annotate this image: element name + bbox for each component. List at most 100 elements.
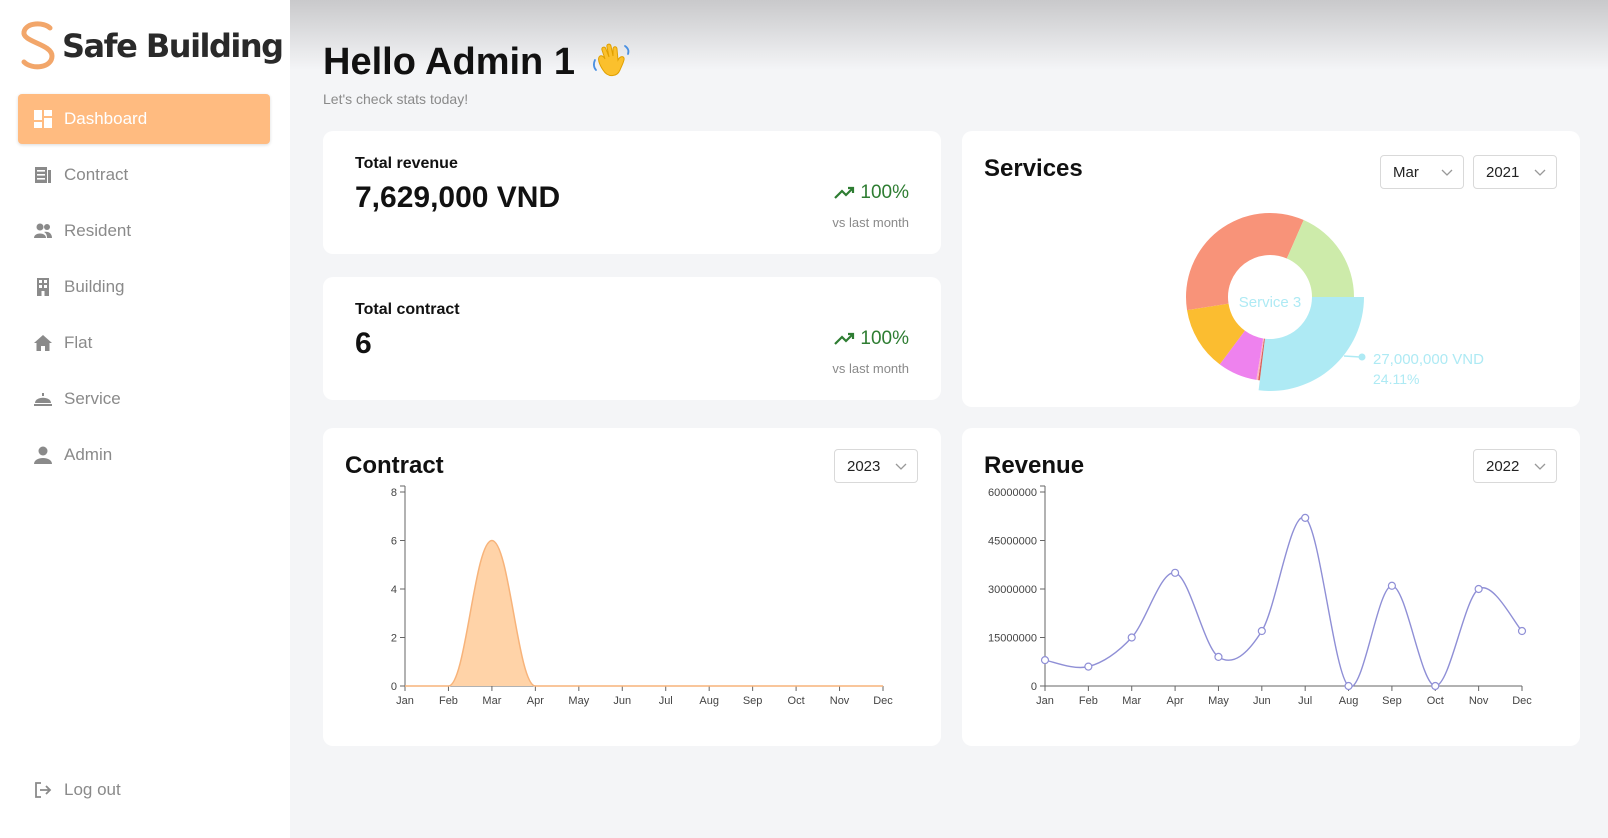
total-revenue-label: Total revenue	[355, 155, 458, 172]
revenue-point-jun[interactable]	[1257, 626, 1266, 636]
total-contract-trend-sub: vs last month	[832, 361, 909, 376]
x-tick-label: Jul	[659, 695, 673, 707]
contract-point-dec[interactable]	[881, 684, 885, 688]
logo-mark-icon	[21, 21, 55, 70]
revenue-chart-title: Revenue	[984, 452, 1085, 479]
chevron-down-icon	[1534, 463, 1546, 470]
sidebar-item-label: Contract	[64, 165, 129, 184]
contract-icon	[35, 167, 51, 183]
x-tick-label: Aug	[699, 695, 719, 707]
revenue-point-jan[interactable]	[1040, 656, 1050, 665]
sidebar-item-dashboard[interactable]: Dashboard	[18, 94, 270, 144]
revenue-point-may[interactable]	[1214, 652, 1223, 661]
sidebar-nav: Dashboard Contract Resident Building Fla…	[18, 94, 270, 486]
revenue-point-dec[interactable]	[1517, 626, 1527, 636]
services-year-select[interactable]: 2021	[1473, 155, 1557, 189]
sidebar-item-label: Admin	[64, 445, 113, 464]
revenue-point-feb[interactable]	[1084, 662, 1093, 671]
x-tick-label: May	[1208, 695, 1229, 707]
contract-point-jul[interactable]	[664, 684, 668, 688]
contract-point-nov[interactable]	[838, 684, 842, 688]
x-tick-label: Nov	[1469, 695, 1489, 707]
pie-tooltip-value: 27,000,000 VND	[1373, 351, 1484, 368]
services-month-select[interactable]: Mar	[1380, 155, 1464, 189]
logout-label: Log out	[64, 780, 121, 799]
pie-slice-service-4[interactable]	[1258, 338, 1265, 381]
total-contract-trend: 100%	[834, 328, 909, 350]
contract-point-mar[interactable]	[490, 539, 494, 543]
y-tick-label: 45000000	[988, 536, 1037, 548]
revenue-point-oct[interactable]	[1431, 681, 1440, 691]
y-tick-label: 0	[1031, 681, 1037, 693]
pie-slice-service-3[interactable]	[1258, 297, 1364, 391]
sidebar-item-building[interactable]: Building	[18, 262, 270, 312]
contract-point-jan[interactable]	[403, 684, 407, 688]
x-tick-label: Dec	[873, 695, 893, 707]
x-tick-label: Sep	[743, 695, 763, 707]
resident-icon	[34, 223, 52, 238]
x-tick-label: Jul	[1298, 695, 1312, 707]
revenue-year-select[interactable]: 2022	[1473, 449, 1557, 483]
sidebar-item-contract[interactable]: Contract	[18, 150, 270, 200]
y-tick-label: 30000000	[988, 584, 1037, 596]
x-tick-label: Jun	[613, 695, 631, 707]
sidebar: Safe Building Dashboard Contract Residen…	[0, 0, 290, 838]
chevron-down-icon	[1534, 169, 1546, 176]
services-title: Services	[984, 155, 1083, 182]
revenue-point-apr[interactable]	[1170, 568, 1180, 577]
contract-year-select[interactable]: 2023	[834, 449, 918, 483]
page-title: Hello Admin 1	[323, 40, 575, 83]
brand-logo[interactable]: Safe Building	[18, 20, 284, 72]
logout-button[interactable]: Log out	[34, 780, 121, 800]
revenue-year-value: 2022	[1486, 457, 1520, 475]
revenue-point-aug[interactable]	[1344, 681, 1353, 691]
contract-line	[404, 539, 883, 687]
revenue-point-jul[interactable]	[1301, 513, 1310, 522]
x-tick-label: Mar	[1122, 695, 1141, 707]
sidebar-item-admin[interactable]: Admin	[18, 430, 270, 480]
revenue-point-mar[interactable]	[1127, 633, 1136, 642]
total-contract-value: 6	[355, 327, 372, 360]
contract-point-jun[interactable]	[620, 684, 624, 688]
total-contract-card: Total contract 6 100% vs last month	[323, 277, 941, 400]
pie-slice-service-1[interactable]	[1186, 213, 1304, 311]
page-subtitle: Let's check stats today!	[323, 91, 469, 107]
pie-center-label: Service 3	[1239, 294, 1302, 311]
waving-hand-icon	[592, 43, 630, 77]
total-contract-label: Total contract	[355, 301, 460, 318]
sidebar-item-service[interactable]: Service	[18, 374, 270, 424]
sidebar-item-resident[interactable]: Resident	[18, 206, 270, 256]
y-tick-label: 4	[391, 584, 397, 596]
sidebar-item-label: Dashboard	[64, 109, 148, 128]
contract-area-chart: 0 2 4 6 8 Jan Feb Mar Apr May Jun Jul Aug Sep Oct Nov De…	[391, 485, 893, 707]
services-card: Services Mar 2021 Service 3 27,000,000 V…	[962, 131, 1580, 407]
header-shade	[290, 0, 1608, 70]
sidebar-item-label: Resident	[64, 221, 132, 240]
total-contract-trend-value: 100%	[860, 328, 909, 349]
revenue-point-nov[interactable]	[1474, 584, 1483, 594]
trending-up-icon	[834, 186, 855, 199]
pie-slice-service-2[interactable]	[1286, 220, 1354, 297]
chevron-down-icon	[895, 463, 907, 470]
contract-point-apr[interactable]	[533, 684, 537, 688]
contract-point-oct[interactable]	[794, 684, 798, 688]
trending-up-icon	[834, 332, 855, 345]
total-revenue-trend-sub: vs last month	[832, 215, 909, 230]
contract-point-may[interactable]	[577, 684, 581, 688]
total-revenue-trend: 100%	[834, 182, 909, 204]
pie-slice-service-5[interactable]	[1256, 338, 1265, 381]
contract-point-aug[interactable]	[707, 684, 711, 688]
y-tick-label: 8	[391, 487, 397, 499]
x-tick-label: Oct	[788, 695, 805, 707]
y-tick-label: 15000000	[988, 633, 1037, 645]
revenue-line-chart: 0 15000000 30000000 45000000 60000000 Jan Feb M…	[988, 485, 1532, 707]
pie-slice-service-7[interactable]	[1187, 303, 1245, 365]
sidebar-item-flat[interactable]: Flat	[18, 318, 270, 368]
revenue-point-sep[interactable]	[1387, 581, 1397, 590]
sidebar-item-label: Service	[64, 389, 121, 408]
contract-point-feb[interactable]	[446, 684, 450, 688]
x-tick-label: Nov	[830, 695, 850, 707]
pie-slice-service-6[interactable]	[1219, 330, 1264, 380]
x-tick-label: Mar	[482, 695, 501, 707]
contract-point-sep[interactable]	[751, 684, 755, 688]
